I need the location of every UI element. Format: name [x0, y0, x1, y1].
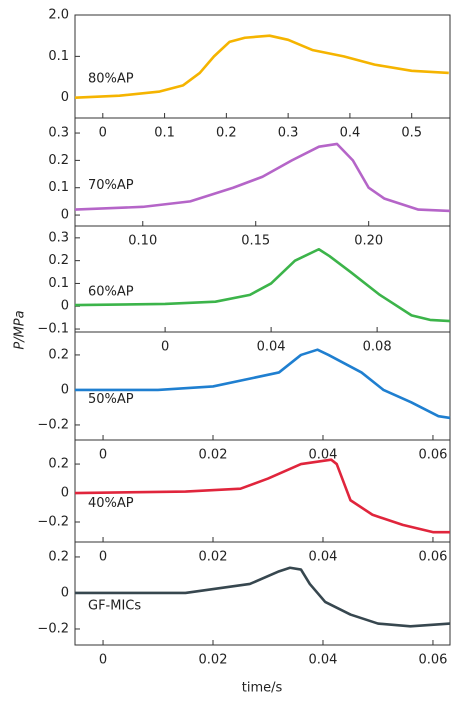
series-label: 40%AP [88, 496, 134, 511]
x-tick-label: 0 [99, 550, 107, 565]
series-label: 60%AP [88, 285, 134, 300]
y-tick-label: −0.2 [37, 417, 69, 432]
plot-frame [74, 117, 451, 227]
x-tick-label: 0.3 [278, 126, 299, 141]
x-tick-label: 0.5 [401, 126, 422, 141]
series-label: 80%AP [88, 72, 134, 87]
y-tick-label: 0 [61, 299, 69, 314]
x-tick-label: 0.4 [340, 126, 361, 141]
plot-frame [74, 14, 451, 119]
y-tick-label: 0.1 [48, 49, 69, 64]
y-axis-label: P/MPa [13, 310, 28, 349]
x-tick-label: 0.2 [216, 126, 237, 141]
y-tick-label: 0 [61, 382, 69, 397]
y-tick-label: 0.2 [48, 253, 69, 268]
y-tick-label: −0.1 [37, 322, 69, 337]
x-tick-label: 0 [161, 340, 169, 355]
x-tick-label: 0.04 [309, 653, 338, 668]
x-tick-label: 0.06 [418, 550, 447, 565]
y-tick-label: 0.1 [48, 180, 69, 195]
data-line [74, 142, 451, 213]
y-tick-label: 0.2 [48, 347, 69, 362]
x-tick-label: 0.02 [199, 448, 228, 463]
x-tick-label: 0.08 [363, 340, 392, 355]
y-tick-label: −0.2 [37, 515, 69, 530]
y-tick-label: 0 [61, 90, 69, 105]
data-line [74, 247, 451, 323]
series-label: 70%AP [88, 178, 134, 193]
data-line [75, 348, 451, 420]
x-tick-label: 0.1 [154, 126, 175, 141]
y-tick-label: 0.1 [48, 276, 69, 291]
data-line [75, 566, 451, 628]
x-tick-label: 0.15 [241, 234, 270, 249]
y-tick-label: 0.2 [48, 457, 69, 472]
x-tick-label: 0 [99, 126, 107, 141]
data-line [74, 458, 450, 534]
x-tick-label: 0.02 [199, 550, 228, 565]
x-tick-label: 0 [99, 448, 107, 463]
x-tick-label: 0.10 [128, 234, 157, 249]
x-tick-label: 0.04 [309, 550, 338, 565]
y-tick-label: 2.0 [48, 8, 69, 23]
y-tick-label: 0.3 [48, 230, 69, 245]
data-line [74, 34, 449, 100]
x-tick-label: 0.04 [257, 340, 286, 355]
x-tick-label: 0.06 [418, 653, 447, 668]
x-tick-label: 0.02 [199, 653, 228, 668]
series-label: 50%AP [88, 392, 134, 407]
x-axis-label: time/s [242, 681, 283, 696]
y-tick-label: 0.2 [48, 549, 69, 564]
series-label: GF-MICs [88, 599, 141, 614]
y-tick-label: 0.3 [48, 126, 69, 141]
x-tick-label: 0.20 [354, 234, 383, 249]
y-tick-label: 0 [61, 486, 69, 501]
y-tick-label: 0 [61, 585, 69, 600]
y-tick-label: 0 [61, 208, 69, 223]
x-tick-label: 0 [99, 653, 107, 668]
y-tick-label: 0.2 [48, 153, 69, 168]
x-tick-label: 0.06 [418, 448, 447, 463]
y-tick-label: −0.2 [37, 621, 69, 636]
